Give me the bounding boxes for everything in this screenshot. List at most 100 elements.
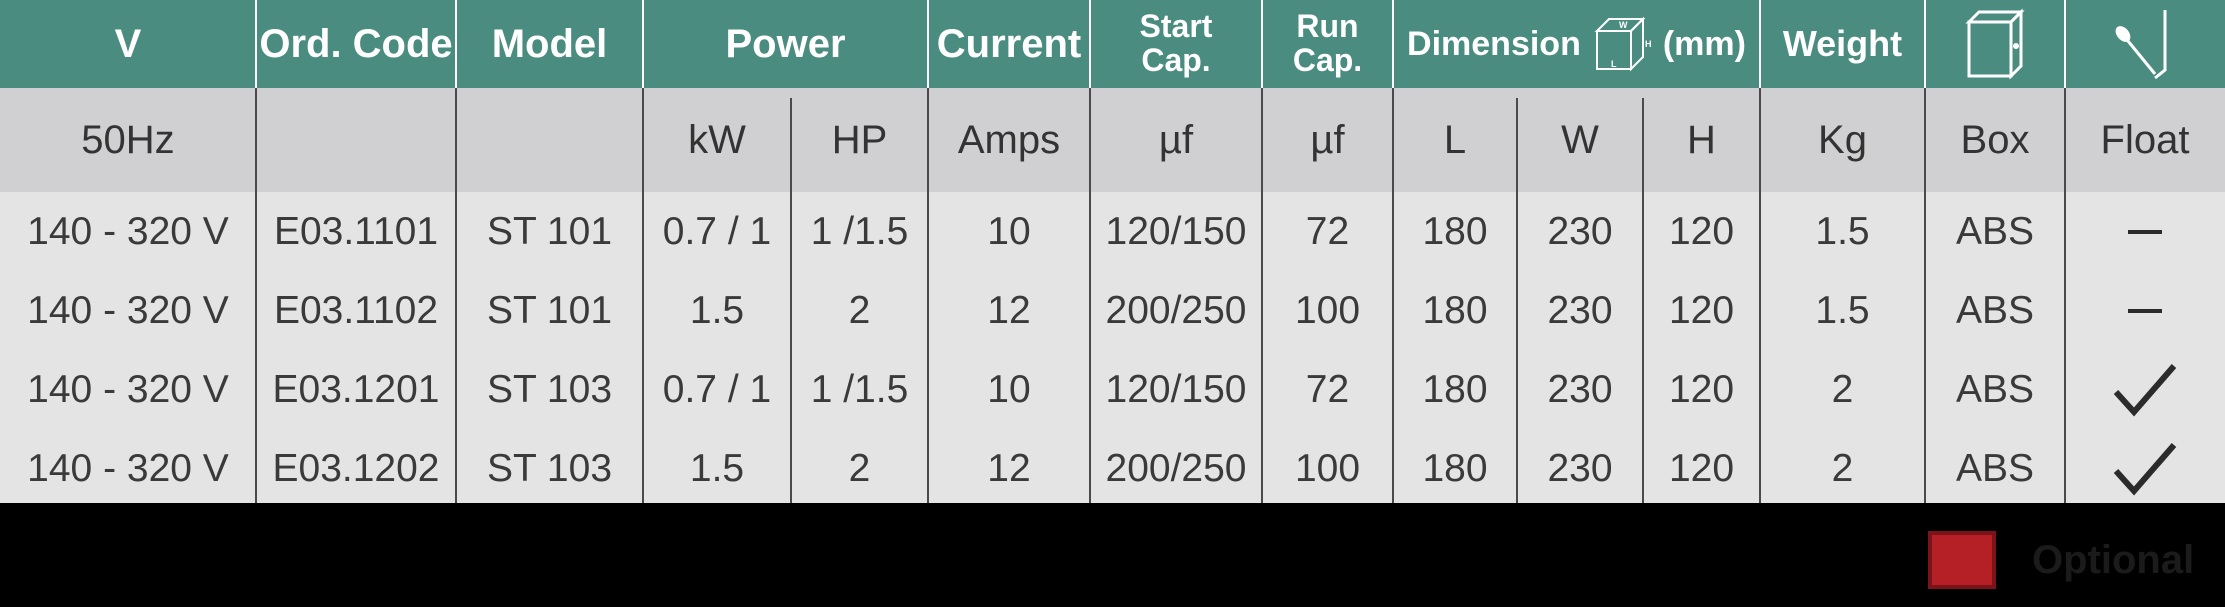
column-divider: [2064, 88, 2066, 503]
cell-amps: 10: [987, 210, 1031, 253]
cell-length: 180: [1422, 289, 1488, 332]
subheader-float: Float: [2100, 117, 2190, 162]
column-divider: [1642, 98, 1644, 503]
subheader-l: L: [1443, 117, 1467, 162]
column-divider: [1759, 0, 1761, 88]
header-power: Power: [725, 22, 846, 66]
cell-box: ABS: [1955, 289, 2035, 332]
column-divider: [1759, 88, 1761, 503]
column-divider: [255, 0, 257, 88]
subheader-freq: 50Hz: [81, 117, 175, 162]
cell-voltage: 140 - 320 V: [27, 289, 229, 332]
column-divider: [1089, 0, 1091, 88]
cell-hp: 1 /1.5: [810, 368, 909, 411]
cell-start-cap: 200/250: [1105, 447, 1247, 490]
column-divider: [927, 88, 929, 503]
float-switch-icon: [2115, 10, 2167, 80]
cell-voltage: 140 - 320 V: [27, 368, 229, 411]
cell-hp: 1 /1.5: [810, 210, 909, 253]
subheader-box: Box: [1960, 117, 2030, 162]
column-divider: [1392, 88, 1394, 503]
cell-start-cap: 120/150: [1105, 210, 1247, 253]
cell-run-cap: 72: [1305, 210, 1350, 253]
cell-weight: 1.5: [1815, 289, 1870, 332]
column-divider: [1261, 0, 1263, 88]
cell-model: ST 103: [486, 447, 613, 490]
spec-table: V Ord. Code Model Power Current Start Ca…: [0, 0, 2225, 503]
cell-weight: 1.5: [1815, 210, 1870, 253]
header-run-cap-line1: Run: [1296, 8, 1359, 45]
svg-text:L: L: [1611, 59, 1617, 69]
header-run-cap: Run Cap.: [1262, 0, 1393, 88]
cell-float: [2065, 193, 2225, 271]
cell-length: 180: [1422, 447, 1488, 490]
cell-kw: 1.5: [689, 447, 745, 490]
cell-box: ABS: [1955, 210, 2035, 253]
cell-width: 230: [1547, 289, 1613, 332]
cell-hp: 2: [848, 447, 871, 490]
cell-ord-code: E03.1101: [273, 210, 439, 253]
cell-weight: 2: [1831, 447, 1854, 490]
cell-float: [2065, 272, 2225, 350]
column-divider: [1261, 88, 1263, 503]
header-model: Model: [491, 22, 608, 66]
column-divider: [1392, 0, 1394, 88]
subheader-h: H: [1687, 117, 1716, 162]
column-divider: [255, 88, 257, 503]
cell-width: 230: [1547, 368, 1613, 411]
box-icon: [1965, 8, 2025, 80]
cell-box: ABS: [1955, 368, 2035, 411]
header-start-cap-line1: Start: [1139, 8, 1213, 45]
cell-float: [2065, 430, 2225, 508]
subheader-run-uf: µf: [1310, 117, 1345, 162]
cell-float: [2065, 351, 2225, 429]
cell-ord-code: E03.1201: [272, 368, 440, 411]
checkmark-icon: [2113, 364, 2177, 417]
cell-height: 120: [1668, 289, 1735, 332]
column-divider: [455, 88, 457, 503]
subheader-kw: kW: [688, 117, 746, 162]
column-divider: [790, 98, 792, 503]
cell-amps: 12: [987, 289, 1031, 332]
cell-length: 180: [1422, 368, 1488, 411]
not-included-dash-icon: [2128, 230, 2162, 234]
column-divider: [642, 88, 644, 503]
cell-width: 230: [1547, 447, 1613, 490]
header-dimension-unit: (mm): [1662, 25, 1746, 63]
subheader-hp: HP: [831, 117, 888, 162]
cell-run-cap: 72: [1305, 368, 1350, 411]
header-start-cap-line2: Cap.: [1141, 42, 1211, 78]
legend-label: Optional: [2032, 537, 2195, 582]
cell-height: 120: [1668, 447, 1735, 490]
cell-ord-code: E03.1102: [273, 289, 439, 332]
cell-start-cap: 200/250: [1105, 289, 1247, 332]
svg-text:H: H: [1645, 39, 1652, 49]
cell-model: ST 101: [486, 210, 613, 253]
cell-model: ST 101: [486, 289, 613, 332]
column-divider: [2064, 0, 2066, 88]
legend: Optional: [1928, 520, 2194, 600]
cell-amps: 12: [987, 447, 1031, 490]
header-dimension: Dimension W H L (mm): [1393, 0, 1760, 88]
subheader-kg: Kg: [1818, 117, 1867, 162]
header-run-cap-line2: Cap.: [1292, 42, 1363, 78]
column-divider: [455, 0, 457, 88]
cell-voltage: 140 - 320 V: [27, 447, 229, 490]
cell-height: 120: [1668, 368, 1735, 411]
cell-length: 180: [1422, 210, 1488, 253]
subheader-start-uf: µf: [1158, 117, 1194, 162]
cell-kw: 0.7 / 1: [662, 368, 772, 411]
column-divider: [642, 0, 644, 88]
dimension-cube-icon: W H L: [1594, 16, 1652, 72]
column-divider: [1924, 0, 1926, 88]
header-start-cap: Start Cap.: [1090, 0, 1262, 88]
cell-hp: 2: [848, 289, 871, 332]
column-divider: [1089, 88, 1091, 503]
header-weight: Weight: [1782, 23, 1903, 64]
header-box: [1925, 0, 2065, 88]
cell-run-cap: 100: [1294, 447, 1361, 490]
cell-kw: 1.5: [689, 289, 745, 332]
cell-kw: 0.7 / 1: [662, 210, 772, 253]
subheader-amps: Amps: [957, 117, 1061, 162]
column-divider: [1924, 88, 1926, 503]
